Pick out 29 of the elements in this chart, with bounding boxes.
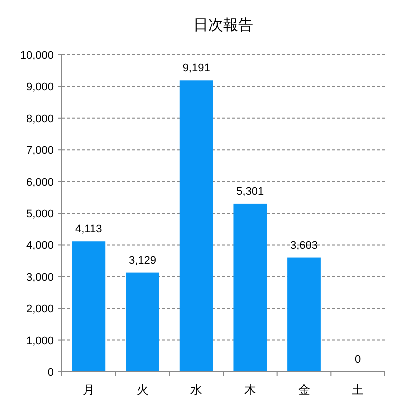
y-tick-label: 10,000: [20, 50, 54, 62]
x-tick-label: 木: [244, 383, 256, 397]
bar: [288, 258, 321, 372]
y-tick-label: 9,000: [26, 82, 54, 94]
bar: [234, 204, 268, 372]
y-tick-label: 7,000: [26, 145, 54, 158]
y-tick-label: 6,000: [26, 176, 54, 189]
y-tick-label: 0: [48, 367, 54, 379]
y-tick-label: 3,000: [26, 272, 54, 284]
x-tick-label: 水: [190, 383, 203, 397]
bar: [126, 272, 160, 372]
data-label: 3,603: [290, 240, 318, 252]
x-tick-label: 金: [298, 383, 310, 397]
data-label: 0: [355, 354, 362, 366]
data-label: 9,191: [182, 62, 210, 75]
data-label: 4,113: [76, 224, 102, 236]
y-tick-label: 8,000: [26, 113, 54, 126]
data-label: 5,301: [236, 186, 264, 198]
x-tick-label: 月: [82, 383, 95, 397]
y-tick-label: 5,000: [26, 208, 54, 220]
y-tick-label: 4,000: [26, 240, 54, 252]
y-tick-label: 2,000: [26, 304, 54, 316]
y-tick-label: 1,000: [26, 335, 54, 348]
x-tick-label: 火: [136, 383, 149, 397]
x-tick-label: 土: [352, 383, 364, 397]
data-label: 3,129: [128, 254, 157, 267]
bar: [72, 242, 106, 372]
bar: [180, 80, 214, 372]
chart-title: 日次報告: [194, 17, 254, 34]
